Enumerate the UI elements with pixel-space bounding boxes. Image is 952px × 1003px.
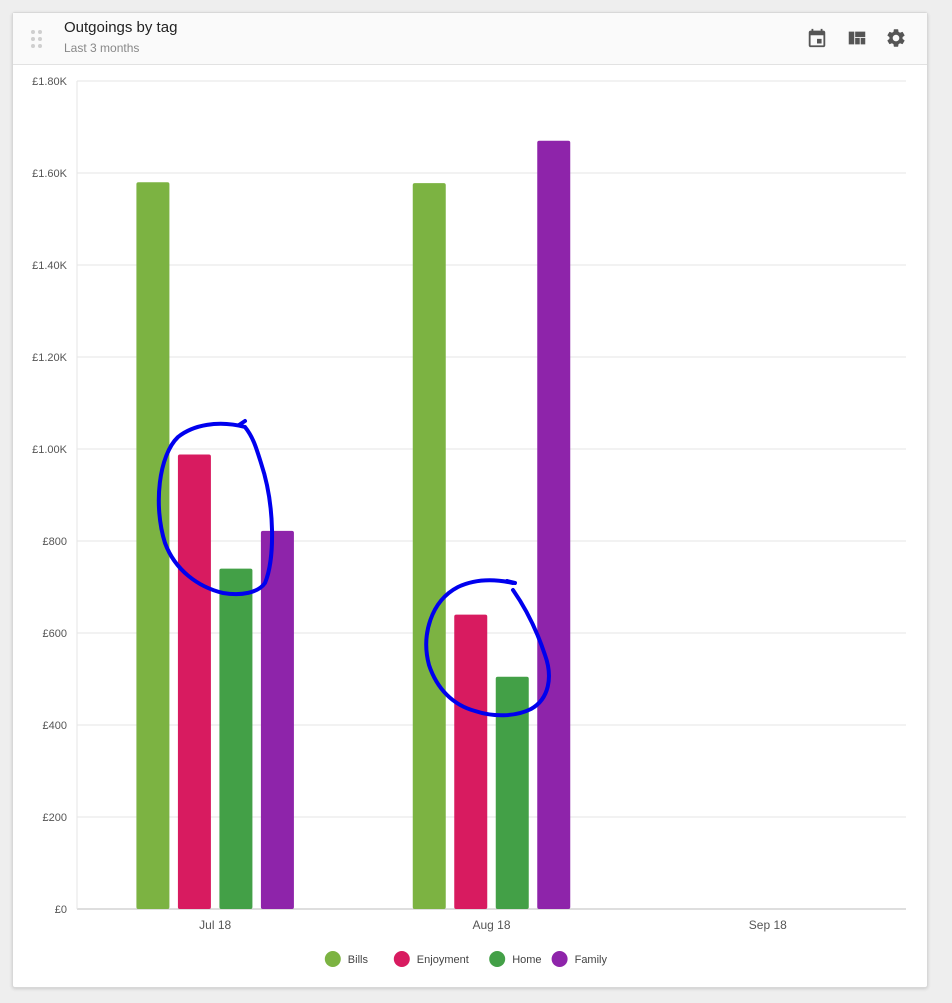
widget-title: Outgoings by tag — [64, 19, 178, 36]
y-tick-label: £400 — [43, 720, 67, 732]
y-tick-label: £200 — [43, 812, 67, 824]
grid-lines — [76, 80, 906, 910]
y-tick-label: £1.80K — [32, 76, 68, 88]
y-tick-label: £1.40K — [32, 260, 68, 272]
bar-enjoyment-jul-18[interactable] — [177, 454, 211, 909]
bar-bills-aug-18[interactable] — [412, 183, 446, 909]
y-tick-label: £1.60K — [32, 168, 68, 180]
legend-swatch-family[interactable] — [551, 951, 568, 967]
widget-subtitle: Last 3 months — [64, 41, 140, 55]
legend-label-bills[interactable]: Bills — [348, 954, 369, 966]
x-tick-label: Jul 18 — [199, 918, 231, 932]
legend-label-enjoyment[interactable]: Enjoyment — [417, 954, 469, 966]
bar-home-aug-18[interactable] — [495, 676, 529, 909]
x-tick-label: Sep 18 — [749, 918, 787, 932]
legend-swatch-bills[interactable] — [324, 951, 341, 967]
y-tick-label: £1.00K — [32, 444, 68, 456]
bar-enjoyment-aug-18[interactable] — [454, 614, 488, 909]
bar-home-jul-18[interactable] — [219, 568, 253, 909]
x-axis-ticks: Jul 18 Aug 18 Sep 18 — [199, 918, 787, 932]
calendar-icon[interactable] — [806, 27, 828, 49]
y-tick-label: £0 — [55, 904, 67, 916]
legend-swatch-enjoyment[interactable] — [393, 951, 410, 967]
bars — [136, 140, 571, 910]
y-tick-label: £600 — [43, 628, 67, 640]
outgoings-widget: Outgoings by tag Last 3 months £0 £200 £40… — [12, 12, 928, 988]
y-tick-label: £1.20K — [32, 352, 68, 364]
annotation-circle-aug — [424, 578, 551, 718]
y-axis-ticks: £0 £200 £400 £600 £800 £1.00K £1.20K £1.40K £1.6… — [32, 76, 68, 916]
bar-family-aug-18[interactable] — [537, 140, 571, 910]
dashboard-icon[interactable] — [846, 27, 868, 49]
legend-label-family[interactable]: Family — [575, 954, 608, 966]
x-tick-label: Aug 18 — [472, 918, 510, 932]
legend-label-home[interactable]: Home — [512, 954, 541, 966]
legend: Bills Enjoyment Home Family — [324, 951, 608, 967]
widget-header: Outgoings by tag Last 3 months — [13, 13, 927, 65]
chart-area: £0 £200 £400 £600 £800 £1.00K £1.20K £1.40K £1.6… — [13, 65, 929, 989]
y-tick-label: £800 — [43, 536, 67, 548]
bar-chart: £0 £200 £400 £600 £800 £1.00K £1.20K £1.40K £1.6… — [32, 76, 906, 967]
annotation-circle-jul — [156, 419, 275, 597]
hand-drawn-annotations — [156, 419, 551, 718]
drag-handle-icon[interactable] — [31, 30, 43, 48]
gear-icon[interactable] — [885, 27, 907, 49]
bar-bills-jul-18[interactable] — [136, 182, 170, 909]
bar-family-jul-18[interactable] — [260, 530, 294, 909]
legend-swatch-home[interactable] — [489, 951, 506, 967]
